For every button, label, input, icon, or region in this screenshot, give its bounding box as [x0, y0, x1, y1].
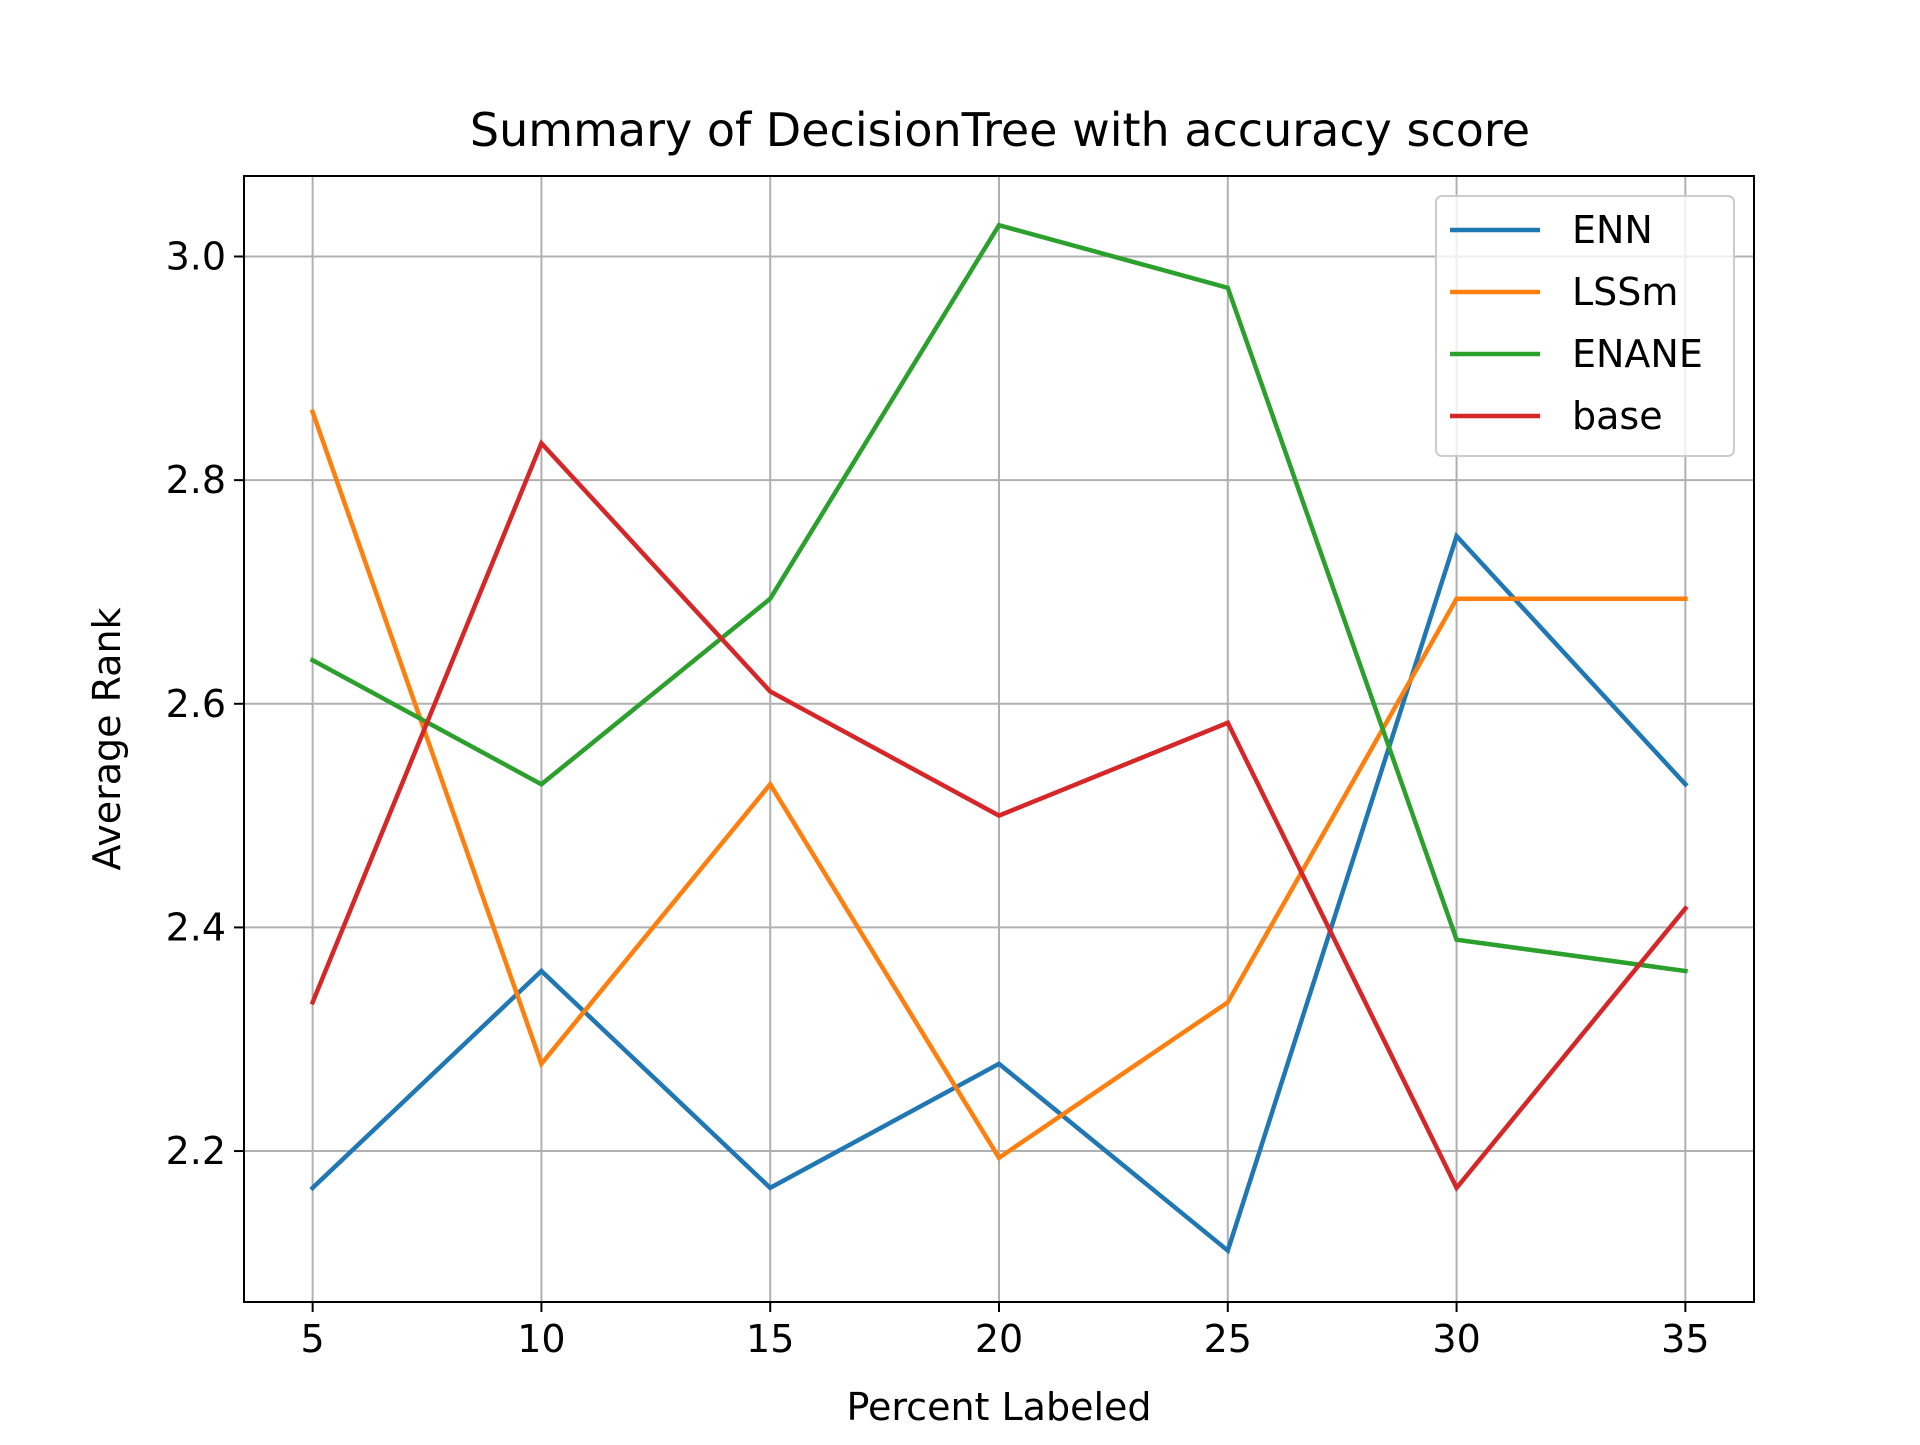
x-tick-label: 20	[975, 1317, 1023, 1361]
x-tick-label: 35	[1661, 1317, 1709, 1361]
series-line-enn	[309, 531, 1689, 1255]
x-tick-label: 25	[1204, 1317, 1252, 1361]
legend-label: ENANE	[1572, 332, 1703, 376]
legend-label: LSSm	[1572, 270, 1678, 314]
x-axis-label: Percent Labeled	[846, 1385, 1151, 1429]
legend-box	[1435, 195, 1735, 457]
series-line-lssm	[309, 409, 1688, 1161]
y-tick-label: 2.2	[166, 1129, 226, 1173]
y-tick-label: 2.8	[166, 458, 226, 502]
x-tick-label: 5	[301, 1317, 325, 1361]
y-tick-label: 2.4	[166, 905, 226, 949]
legend-label: base	[1572, 394, 1663, 438]
series-line-base	[309, 439, 1689, 1193]
x-tick-label: 15	[746, 1317, 794, 1361]
chart-title: Summary of DecisionTree with accuracy sc…	[470, 103, 1530, 157]
series-lines	[309, 222, 1689, 1255]
legend-label: ENN	[1572, 208, 1653, 252]
y-tick-label: 3.0	[166, 235, 226, 279]
y-axis-label: Average Rank	[85, 607, 129, 870]
x-axis-ticks: 5 10 15 20 25 30 35	[301, 1302, 1710, 1361]
x-tick-label: 30	[1432, 1317, 1480, 1361]
x-tick-label: 10	[517, 1317, 565, 1361]
legend: ENN LSSm ENANE base	[1435, 195, 1735, 457]
y-tick-label: 2.6	[166, 682, 226, 726]
series-line-enane	[309, 222, 1688, 974]
y-axis-ticks: 2.2 2.4 2.6 2.8 3.0	[166, 235, 244, 1173]
